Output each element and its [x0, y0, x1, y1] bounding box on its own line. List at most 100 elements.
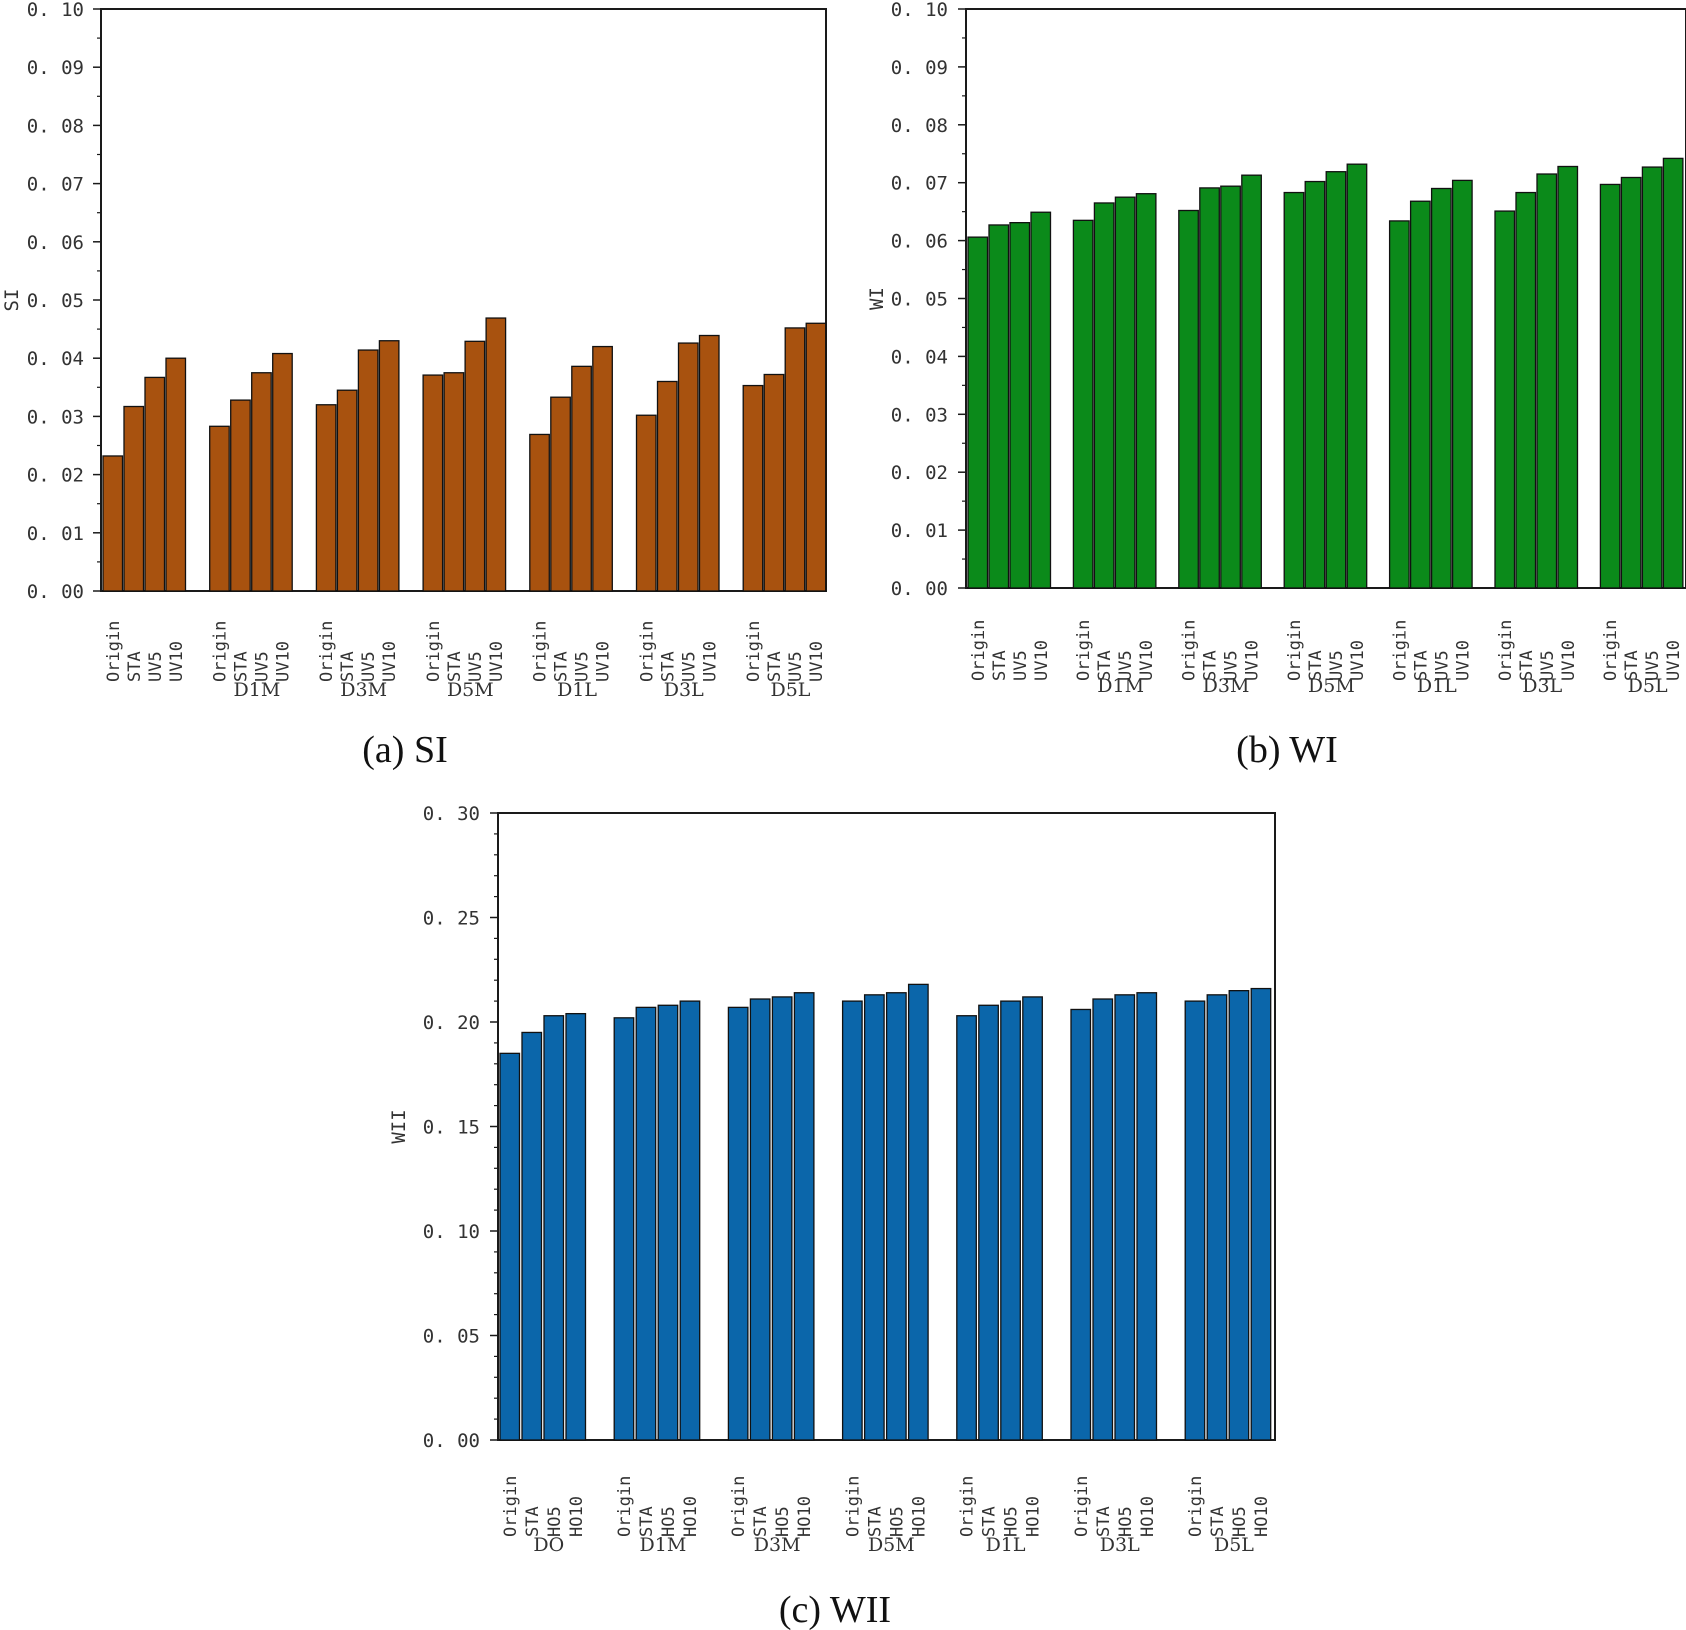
bar-origin-3 — [727, 1006, 749, 1441]
bar-category-label: Origin — [531, 621, 551, 682]
chart-caption: (a) SI — [362, 729, 447, 771]
bar-category-label: UV10 — [807, 641, 827, 682]
bar-category-label: Origin — [744, 621, 764, 682]
bar-category-label: UV10 — [380, 641, 400, 682]
y-tick-label: 0. 08 — [891, 115, 948, 137]
bar-origin-6 — [1070, 1008, 1092, 1441]
bar-category-label: UV10 — [1137, 640, 1157, 681]
bar-uv5-7 — [784, 327, 806, 592]
bar-ho10-2 — [679, 1000, 701, 1441]
bar-category-label: STA — [552, 651, 572, 682]
bar-origin-5 — [529, 433, 550, 592]
y-tick-label: 0. 10 — [27, 0, 84, 21]
y-tick-label: 0. 25 — [423, 908, 480, 930]
bar-origin-7 — [1599, 183, 1621, 589]
bar-category-label: HO10 — [1252, 1496, 1272, 1537]
bar-uv5-4 — [1325, 171, 1347, 589]
bar-category-label: UV5 — [252, 651, 272, 682]
bar-sta-4 — [1304, 180, 1326, 589]
bar-category-label: STA — [658, 651, 678, 682]
bar-category-label: HO10 — [909, 1496, 929, 1537]
bar-uv5-3 — [1220, 185, 1241, 589]
bar-category-label: Origin — [958, 1476, 978, 1537]
bar-ho5-5 — [1000, 1000, 1021, 1441]
y-tick-label: 0. 01 — [27, 523, 84, 545]
bar-sta-2 — [1093, 202, 1115, 589]
bar-uv5-6 — [677, 342, 699, 592]
bar-category-label: HO5 — [1002, 1506, 1022, 1537]
bar-origin-7 — [1184, 1000, 1206, 1441]
bar-category-label: UV5 — [1643, 650, 1663, 681]
bar-category-label: UV5 — [359, 651, 379, 682]
y-axis-label: WII — [388, 1109, 410, 1143]
bar-uv5-1 — [1009, 222, 1031, 589]
bar-category-label: Origin — [843, 1476, 863, 1537]
bar-category-label: STA — [865, 1506, 885, 1537]
bar-uv10-7 — [805, 322, 827, 592]
y-axis-label: SI — [1, 289, 23, 312]
bar-category-label: UV5 — [1538, 650, 1558, 681]
bar-category-label: Origin — [210, 621, 230, 682]
bar-uv10-4 — [1346, 163, 1368, 589]
bar-category-label: STA — [1208, 1506, 1228, 1537]
bar-origin-3 — [1178, 209, 1199, 589]
bar-sta-4 — [863, 994, 885, 1441]
group-label: D5L — [1628, 675, 1668, 697]
bar-ho5-6 — [1114, 994, 1136, 1441]
bar-category-label: Origin — [1074, 620, 1094, 681]
bar-category-label: HO10 — [1024, 1496, 1044, 1537]
bar-origin-6 — [1494, 210, 1516, 589]
group-label: D1L — [986, 1534, 1026, 1556]
bar-category-label: Origin — [424, 621, 444, 682]
bar-category-label: UV10 — [167, 641, 187, 682]
y-tick-label: 0. 00 — [27, 581, 84, 603]
bar-uv5-2 — [1114, 196, 1136, 589]
bar-category-label: UV10 — [1453, 640, 1473, 681]
bar-sta-2 — [635, 1006, 657, 1441]
bar-category-label: HO5 — [545, 1506, 565, 1537]
bar-sta-1 — [988, 224, 1010, 589]
bar-category-label: UV10 — [1559, 640, 1579, 681]
bar-uv10-2 — [1135, 193, 1157, 589]
bar-category-label: UV5 — [146, 651, 166, 682]
bar-origin-1 — [102, 455, 124, 592]
y-tick-label: 0. 07 — [891, 173, 948, 195]
bar-category-label: Origin — [969, 620, 989, 681]
bar-category-label: Origin — [637, 621, 657, 682]
bar-category-label: STA — [523, 1506, 543, 1537]
y-tick-label: 0. 01 — [891, 520, 948, 542]
bar-uv10-6 — [1557, 165, 1579, 589]
y-tick-label: 0. 02 — [891, 462, 948, 484]
bar-category-label: STA — [1517, 650, 1537, 681]
y-tick-label: 0. 09 — [891, 57, 948, 79]
bar-category-label: STA — [125, 651, 145, 682]
bar-ho10-3 — [793, 992, 815, 1441]
bar-sta-6 — [1092, 998, 1114, 1441]
bar-sta-1 — [521, 1031, 543, 1441]
bar-category-label: STA — [990, 650, 1010, 681]
bar-category-label: STA — [637, 1506, 657, 1537]
bar-uv10-7 — [1662, 157, 1684, 589]
bar-category-label: Origin — [1496, 620, 1516, 681]
bar-category-label: UV5 — [786, 651, 806, 682]
bar-sta-5 — [1409, 200, 1431, 589]
bar-origin-1 — [499, 1052, 521, 1441]
y-tick-label: 0. 06 — [891, 231, 948, 253]
bar-category-label: STA — [445, 651, 465, 682]
bar-uv5-5 — [571, 365, 592, 592]
y-tick-label: 0. 05 — [423, 1326, 480, 1348]
chart-wii: 0. 00 0. 05 0. 10 0. 15 0. 20 0. 25 0. 30 WII Or… — [388, 803, 1276, 1630]
bar-uv5-1 — [144, 376, 166, 592]
chart-caption: (c) WII — [779, 1589, 891, 1630]
bar-category-label: UV5 — [1432, 650, 1452, 681]
bar-category-label: UV5 — [1222, 650, 1242, 681]
bar-origin-4 — [1283, 191, 1305, 589]
group-label: D3M — [340, 679, 387, 701]
y-tick-label: 0. 09 — [27, 57, 84, 79]
group-label: D5L — [1214, 1534, 1254, 1556]
chart-si: 0. 00 0. 01 0. 02 0. 03 0. 04 0. 05 0. 06 0. 07… — [1, 0, 827, 771]
bar-category-label: UV10 — [1348, 640, 1368, 681]
bar-category-label: UV5 — [1327, 650, 1347, 681]
bar-category-label: HO10 — [795, 1496, 815, 1537]
bar-uv10-1 — [1030, 211, 1052, 589]
